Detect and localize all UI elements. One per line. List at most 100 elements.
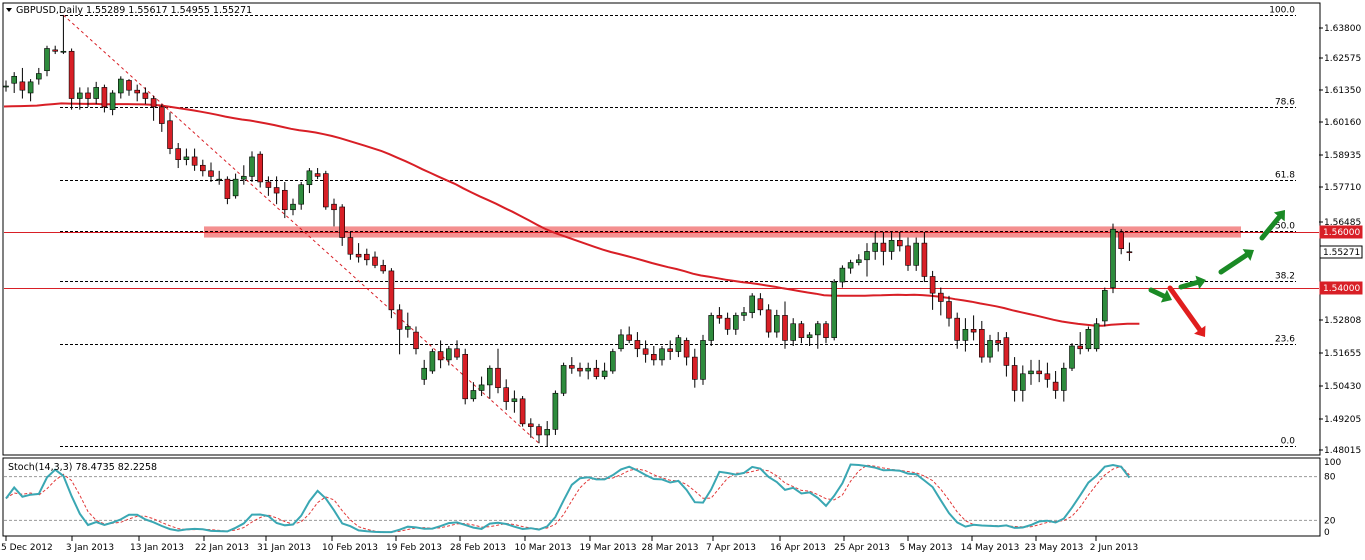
- bull-candle: [290, 203, 296, 211]
- bear-candle: [626, 334, 633, 341]
- date-tick-label: 19 Mar 2013: [579, 543, 636, 553]
- arrow-shaft: [1259, 214, 1282, 241]
- forecast-arrow-up-2: [1178, 275, 1206, 290]
- bear-candle: [126, 80, 132, 91]
- bear-candle: [265, 181, 272, 188]
- bear-candle: [1126, 251, 1133, 254]
- bear-candle: [650, 354, 657, 361]
- bear-candle: [937, 292, 944, 302]
- support-price-box: 1.54000: [1319, 281, 1363, 295]
- bull-candle: [864, 251, 870, 261]
- date-tick-label: 22 Jan 2013: [195, 543, 249, 553]
- price-tick-label: 1.49205: [1324, 415, 1361, 425]
- bear-candle: [1036, 370, 1042, 375]
- price-box-text: 1.54000: [1323, 284, 1360, 294]
- arrow-head: [1273, 210, 1285, 222]
- dropdown-triangle-icon[interactable]: [6, 8, 12, 12]
- bear-candle: [52, 49, 59, 52]
- arrow-shaft: [1167, 285, 1203, 333]
- bear-candle: [798, 323, 805, 338]
- bull-candle: [708, 315, 715, 341]
- bull-candle: [241, 176, 247, 180]
- date-tick-label: 23 May 2013: [1025, 543, 1084, 553]
- bull-candle: [93, 87, 99, 99]
- date-tick-label: 25 Dec 2012: [0, 543, 53, 553]
- bull-candle: [183, 156, 190, 160]
- bear-candle: [527, 423, 534, 427]
- candles-layer[interactable]: [3, 15, 1133, 447]
- bull-candle: [700, 340, 706, 380]
- bear-candle: [593, 367, 600, 377]
- price-tick-label: 1.52808: [1324, 316, 1361, 326]
- bull-candle: [888, 240, 895, 252]
- bear-candle: [437, 351, 444, 361]
- bear-candle: [134, 89, 140, 94]
- date-tick-label: 10 Feb 2013: [322, 543, 378, 553]
- date-tick-label: 19 Feb 2013: [386, 543, 442, 553]
- trendline: [63, 14, 540, 444]
- symbol-info: GBPUSD,Daily 1.55289 1.55617 1.54955 1.5…: [16, 5, 252, 16]
- bear-candle: [339, 206, 346, 238]
- bull-candle: [1102, 290, 1108, 322]
- bear-candle: [1003, 337, 1010, 366]
- bull-candle: [1110, 228, 1116, 288]
- price-tick-label: 1.48015: [1324, 446, 1361, 456]
- bear-candle: [1118, 231, 1124, 249]
- bear-candle: [372, 256, 378, 266]
- stoch-panel-frame: [2, 457, 1321, 537]
- bull-candle: [773, 315, 780, 333]
- stoch-level-label: 20: [1324, 516, 1336, 526]
- bull-candle: [987, 340, 993, 358]
- forecast-arrow-down: [1167, 285, 1206, 337]
- bull-candle: [585, 367, 592, 372]
- price-box-text: 1.55271: [1323, 248, 1360, 258]
- bull-candle: [1069, 345, 1075, 369]
- bull-candle: [11, 75, 17, 84]
- bull-candle: [618, 334, 624, 350]
- bear-candle: [683, 340, 690, 358]
- price-box-bg: [1319, 225, 1363, 239]
- bear-candle: [396, 309, 403, 330]
- arrow-head: [1242, 249, 1254, 261]
- bull-candle: [486, 367, 493, 386]
- bull-candle: [298, 184, 305, 205]
- date-tick-label: 3 Jan 2013: [66, 543, 114, 553]
- stoch-level-label: 80: [1324, 473, 1336, 483]
- stoch-level-label: 0: [1324, 528, 1330, 538]
- bull-candle: [806, 334, 813, 338]
- bull-candle: [404, 326, 411, 330]
- fibo-label: 78.6: [1275, 98, 1295, 108]
- bear-candle: [200, 164, 206, 172]
- bear-candle: [1052, 381, 1059, 391]
- bull-candle: [77, 92, 83, 99]
- bear-candle: [905, 245, 911, 266]
- bull-candle: [421, 367, 428, 380]
- forecast-arrows-layer: [1148, 210, 1285, 337]
- arrow-head: [1160, 289, 1172, 303]
- bear-candle: [896, 240, 903, 247]
- bear-candle: [19, 81, 26, 91]
- stochastic-layer: 100 80 20 0: [4, 458, 1341, 538]
- price-tick-label: 1.58935: [1324, 151, 1361, 161]
- bear-candle: [331, 203, 337, 211]
- bear-candle: [191, 156, 198, 166]
- bear-candle: [954, 317, 961, 341]
- bull-candle: [60, 50, 67, 53]
- bear-candle: [363, 253, 370, 261]
- bear-candle: [413, 331, 419, 350]
- date-tick-label: 31 Jan 2013: [257, 543, 311, 553]
- bear-candle: [568, 365, 575, 369]
- bear-candle: [536, 426, 542, 436]
- bear-candle: [724, 317, 731, 330]
- bull-candle: [249, 156, 255, 177]
- fibo-label: 100.0: [1269, 6, 1295, 16]
- bear-candle: [175, 148, 181, 160]
- bear-candle: [577, 367, 583, 372]
- bear-candle: [462, 354, 469, 400]
- bear-candle: [101, 87, 108, 108]
- price-box-bg: [1319, 281, 1363, 295]
- bear-candle: [921, 242, 928, 277]
- bear-candle: [347, 237, 354, 255]
- bull-candle: [306, 170, 313, 186]
